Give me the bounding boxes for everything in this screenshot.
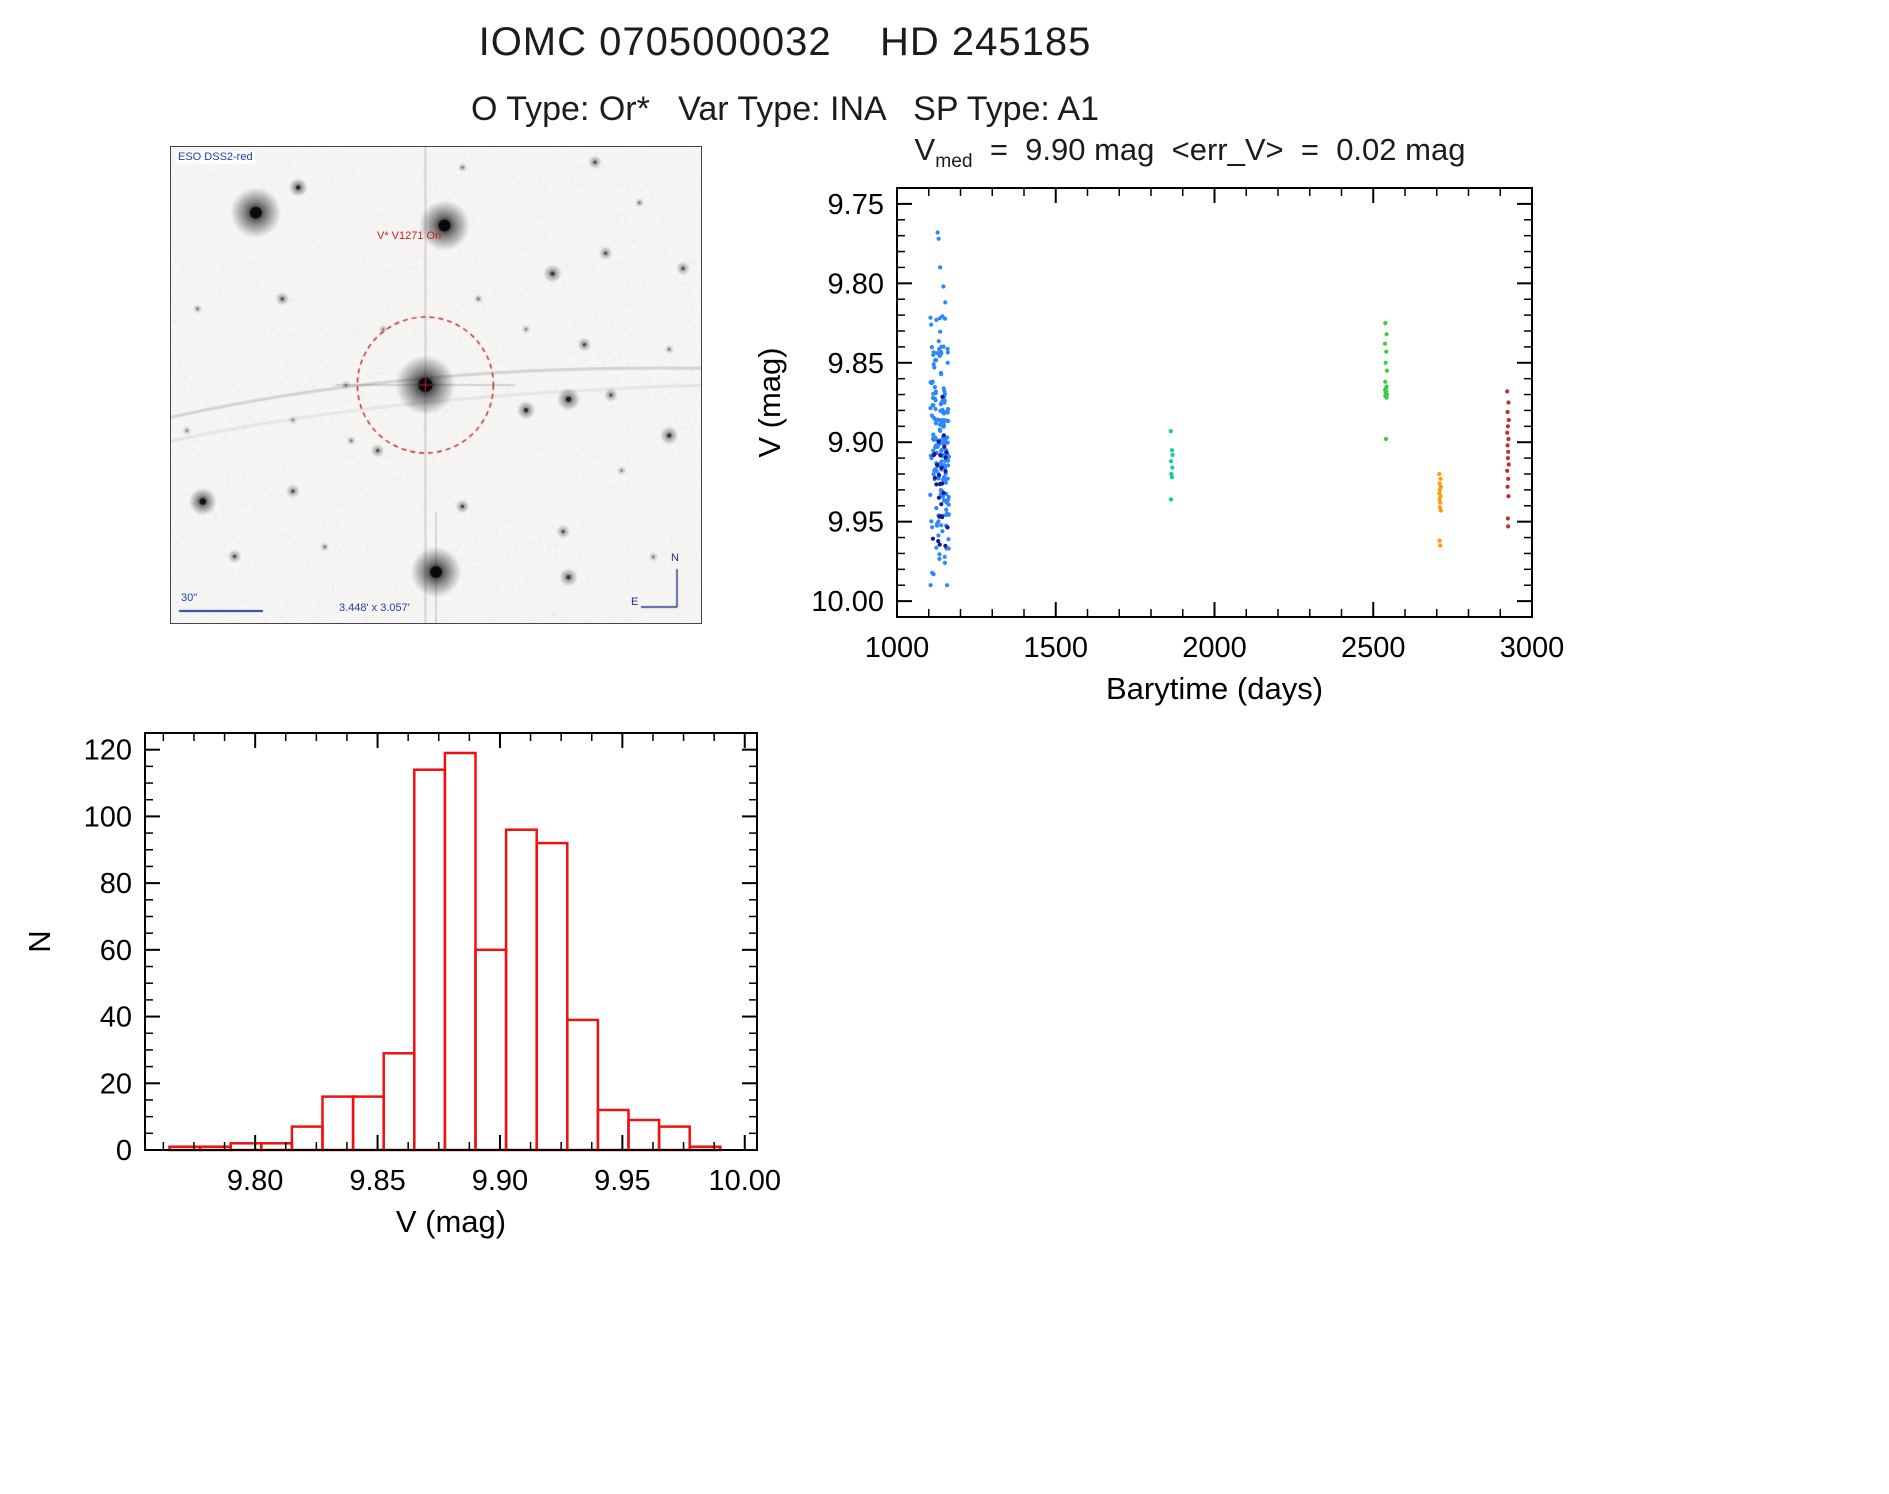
svg-text:9.90: 9.90 bbox=[828, 427, 884, 459]
compass-east-label: E bbox=[631, 596, 639, 608]
page-subtitle: O Type: Or* Var Type: INA SP Type: A1 bbox=[470, 90, 1100, 128]
survey-label: ESO DSS2-red bbox=[176, 151, 255, 164]
svg-text:9.85: 9.85 bbox=[828, 348, 884, 380]
svg-text:9.75: 9.75 bbox=[828, 189, 884, 221]
starfield-image bbox=[171, 147, 701, 623]
svg-text:Barytime (days): Barytime (days) bbox=[1106, 671, 1323, 706]
svg-text:10.00: 10.00 bbox=[811, 586, 884, 618]
svg-text:2000: 2000 bbox=[1182, 632, 1247, 664]
svg-text:0: 0 bbox=[116, 1135, 132, 1167]
svg-text:9.85: 9.85 bbox=[349, 1165, 405, 1197]
svg-text:9.95: 9.95 bbox=[828, 507, 884, 539]
svg-text:N: N bbox=[22, 930, 57, 952]
vmed-value-text: = 9.90 mag <err_V> = 0.02 mag bbox=[972, 132, 1466, 167]
svg-text:120: 120 bbox=[84, 735, 132, 767]
starfield-panel: ESO DSS2-red V* V1271 Ori 30" 3.448' x 3… bbox=[170, 146, 702, 624]
page-title: IOMC 0705000032 HD 245185 bbox=[478, 20, 1092, 64]
compass-north-label: N bbox=[671, 552, 679, 564]
svg-text:3000: 3000 bbox=[1500, 632, 1565, 664]
target-star-label: V* V1271 Ori bbox=[377, 230, 442, 242]
svg-text:9.90: 9.90 bbox=[472, 1165, 528, 1197]
svg-text:2500: 2500 bbox=[1341, 632, 1406, 664]
svg-text:1500: 1500 bbox=[1023, 632, 1088, 664]
svg-text:V (mag): V (mag) bbox=[752, 347, 787, 457]
vmed-symbol: V bbox=[914, 132, 936, 167]
svg-text:10.00: 10.00 bbox=[708, 1165, 781, 1197]
vmed-subscript: med bbox=[935, 151, 973, 173]
svg-text:100: 100 bbox=[84, 801, 132, 833]
lightcurve-chart: 1000 1500 2000 2500 3000 9.75 9.80 9.85 9.90 9.95… bbox=[752, 187, 1565, 706]
histogram-chart: 9.80 9.85 9.90 9.95 10.00 0 20 40 60 80 100 120 V (m… bbox=[22, 732, 781, 1239]
svg-text:9.95: 9.95 bbox=[594, 1165, 650, 1197]
svg-text:40: 40 bbox=[100, 1002, 132, 1034]
svg-text:80: 80 bbox=[100, 868, 132, 900]
scale-bar-label: 30" bbox=[181, 592, 198, 604]
svg-text:60: 60 bbox=[100, 935, 132, 967]
svg-text:1000: 1000 bbox=[865, 632, 930, 664]
lightcurve-title: Vmed = 9.90 mag <err_V> = 0.02 mag bbox=[830, 132, 1550, 173]
fov-label: 3.448' x 3.057' bbox=[339, 602, 410, 614]
svg-text:9.80: 9.80 bbox=[227, 1165, 283, 1197]
svg-text:9.80: 9.80 bbox=[828, 268, 884, 300]
svg-text:20: 20 bbox=[100, 1068, 132, 1100]
svg-text:V (mag): V (mag) bbox=[396, 1204, 506, 1239]
